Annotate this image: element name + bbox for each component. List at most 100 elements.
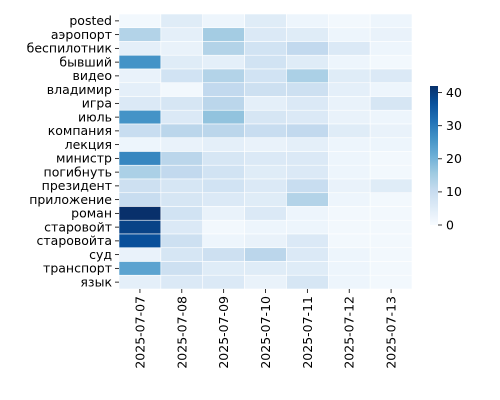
heatmap-cell (286, 96, 329, 111)
heatmap-cell (327, 68, 371, 84)
column-label: 2025-07-08 (174, 296, 189, 369)
row-label: игра (82, 96, 112, 111)
heatmap-cell (286, 247, 329, 262)
heatmap-cell (160, 206, 204, 221)
heatmap-cell (202, 13, 245, 29)
colorbar-gradient (430, 86, 438, 225)
heatmap-cell (369, 27, 413, 42)
heatmap-cell (202, 41, 245, 56)
heatmap-cell (369, 274, 413, 290)
heatmap-cell (369, 82, 413, 97)
row-label: президент (42, 178, 112, 193)
row-label: бывший (59, 54, 112, 69)
heatmap-cell (202, 261, 245, 276)
heatmap-cell (286, 41, 329, 56)
row-label: владимир (47, 82, 112, 97)
heatmap-cell (202, 137, 245, 152)
heatmap-cell (244, 274, 287, 290)
heatmap-cell (369, 137, 413, 152)
heatmap-cell (286, 137, 329, 152)
row-label: лекция (65, 137, 112, 152)
row-label: министр (56, 151, 112, 166)
heatmap-cell (118, 206, 162, 221)
colorbar-tick-label: 10 (446, 184, 462, 199)
heatmap-cell (202, 178, 245, 194)
heatmap-cell (118, 137, 162, 152)
heatmap-cell (369, 109, 413, 125)
row-label: роман (71, 206, 112, 221)
heatmap-cell (369, 261, 413, 276)
heatmap-cell (244, 261, 287, 276)
column-label: 2025-07-13 (384, 296, 399, 369)
column-label: 2025-07-10 (258, 296, 273, 369)
heatmap-cell (160, 178, 204, 194)
heatmap-cell (286, 68, 329, 84)
heatmap-cell (286, 109, 329, 125)
heatmap-cell (244, 96, 287, 111)
heatmap-cell (244, 109, 287, 125)
row-label: аэропорт (51, 27, 112, 42)
heatmap-cell (369, 13, 413, 29)
heatmap-cell (202, 109, 245, 125)
heatmap-cell (160, 151, 204, 166)
heatmap-cell (327, 13, 371, 29)
heatmap-cell (369, 123, 413, 139)
heatmap-cell (327, 54, 371, 70)
heatmap-cell (118, 41, 162, 56)
heatmap-cell (118, 261, 162, 276)
heatmap-cell (369, 233, 413, 249)
heatmap-cell (369, 178, 413, 194)
heatmap-cell (160, 27, 204, 42)
heatmap-cell (327, 41, 371, 56)
colorbar-tick-label: 0 (446, 217, 454, 232)
heatmap-cell (160, 247, 204, 262)
heatmap-cell (118, 274, 162, 290)
heatmap-cell (118, 164, 162, 180)
heatmap-cell (160, 192, 204, 207)
heatmap-cell (160, 164, 204, 180)
heatmap-cell (369, 219, 413, 235)
column-labels: 2025-07-07 2025-07-08 2025-07-09 2025-07-10… (132, 289, 399, 369)
heatmap-cell (369, 247, 413, 262)
column-label: 2025-07-09 (216, 296, 231, 369)
heatmap-cell (286, 192, 329, 207)
heatmap-cell (160, 54, 204, 70)
heatmap-cell (202, 54, 245, 70)
heatmap-cell (244, 41, 287, 56)
heatmap-cell (327, 233, 371, 249)
heatmap-cell (369, 68, 413, 84)
heatmap-cell (118, 13, 162, 29)
heatmap-cell (244, 192, 287, 207)
heatmap-cell (244, 68, 287, 84)
heatmap-cell (327, 247, 371, 262)
heatmap-cell (286, 82, 329, 97)
heatmap-cell (118, 123, 162, 139)
heatmap-cell (244, 151, 287, 166)
heatmap-cell (286, 178, 329, 194)
colorbar-tick-label: 30 (446, 118, 462, 133)
heatmap-cell (160, 219, 204, 235)
heatmap-cell (369, 151, 413, 166)
row-label: погибнуть (44, 164, 112, 179)
row-label: июль (78, 109, 112, 124)
heatmap-cells (118, 13, 413, 290)
row-labels: postedаэропортбеспилотникбывшийвидеовлад… (27, 13, 119, 289)
heatmap-cell (244, 164, 287, 180)
heatmap-cell (118, 233, 162, 249)
heatmap-cell (286, 164, 329, 180)
row-label: язык (80, 274, 112, 289)
heatmap-cell (327, 219, 371, 235)
column-label: 2025-07-11 (300, 296, 315, 369)
heatmap-cell (202, 192, 245, 207)
row-label: суд (89, 247, 112, 262)
heatmap-cell (244, 137, 287, 152)
heatmap-cell (160, 13, 204, 29)
heatmap-cell (202, 123, 245, 139)
heatmap-cell (202, 219, 245, 235)
row-label: старовойт (44, 219, 112, 234)
heatmap-cell (118, 192, 162, 207)
heatmap-cell (202, 82, 245, 97)
heatmap-cell (327, 82, 371, 97)
heatmap-cell (202, 151, 245, 166)
heatmap-cell (327, 164, 371, 180)
